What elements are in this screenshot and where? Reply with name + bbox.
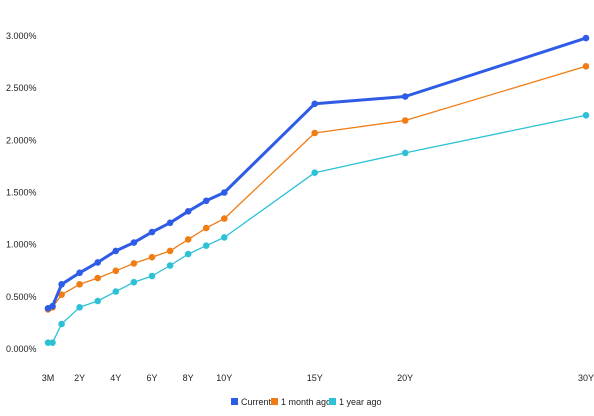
data-point[interactable] [184, 250, 192, 258]
x-tick-label: 20Y [397, 373, 413, 383]
legend-label: 1 month ago [281, 397, 331, 407]
data-point[interactable] [76, 304, 83, 311]
legend: Current 1 month ago 1 year ago [231, 397, 382, 407]
data-point[interactable] [221, 215, 228, 222]
data-point[interactable] [130, 260, 138, 267]
plot-area [44, 34, 590, 347]
y-tick-label: 0.500% [6, 292, 37, 302]
data-point[interactable] [221, 189, 228, 196]
x-tick-label: 15Y [307, 373, 323, 383]
data-point[interactable] [49, 302, 56, 310]
y-tick-label: 0.000% [6, 344, 37, 354]
data-point[interactable] [401, 117, 409, 124]
legend-item[interactable]: 1 year ago [329, 397, 382, 407]
x-axis: 3M 2Y 4Y 6Y 8Y 10Y 15Y 20Y 30Y [42, 373, 594, 383]
legend-item[interactable]: Current [231, 397, 272, 407]
data-point[interactable] [184, 236, 192, 243]
data-point[interactable] [112, 247, 120, 255]
data-point[interactable] [311, 169, 319, 176]
data-point[interactable] [76, 269, 83, 277]
data-point[interactable] [582, 63, 590, 70]
data-point[interactable] [184, 208, 192, 215]
legend-label: 1 year ago [339, 397, 382, 407]
x-tick-label: 2Y [74, 373, 85, 383]
x-tick-label: 4Y [110, 373, 121, 383]
data-point[interactable] [58, 320, 65, 328]
data-point[interactable] [49, 339, 56, 347]
data-point[interactable] [94, 274, 101, 282]
data-point[interactable] [202, 197, 210, 205]
y-tick-label: 1.000% [6, 240, 37, 250]
data-point[interactable] [58, 281, 65, 288]
data-point[interactable] [311, 129, 319, 137]
y-tick-label: 2.000% [6, 135, 37, 145]
data-point[interactable] [130, 239, 138, 246]
data-point[interactable] [202, 224, 210, 232]
data-point[interactable] [112, 267, 120, 275]
data-point[interactable] [58, 291, 65, 299]
data-point[interactable] [76, 281, 83, 288]
data-point[interactable] [582, 112, 590, 119]
x-tick-label: 8Y [183, 373, 194, 383]
y-axis: 0.000% 0.500% 1.000% 1.500% 2.000% 2.500% 3.00… [6, 31, 37, 354]
x-tick-label: 30Y [578, 373, 594, 383]
series-current [44, 34, 590, 312]
data-point[interactable] [311, 100, 319, 108]
y-tick-label: 3.000% [6, 31, 37, 41]
data-point[interactable] [94, 297, 101, 305]
x-tick-label: 10Y [216, 373, 232, 383]
x-tick-label: 3M [42, 373, 55, 383]
data-point[interactable] [166, 262, 174, 269]
legend-swatch [329, 398, 336, 405]
y-tick-label: 2.500% [6, 83, 37, 93]
data-point[interactable] [202, 242, 210, 249]
data-point[interactable] [130, 278, 138, 286]
y-tick-label: 1.500% [6, 188, 37, 198]
series-line [47, 114, 587, 344]
data-point[interactable] [401, 93, 409, 100]
x-tick-label: 6Y [146, 373, 157, 383]
data-point[interactable] [148, 272, 156, 280]
data-point[interactable] [582, 34, 590, 42]
data-point[interactable] [148, 228, 156, 236]
legend-item[interactable]: 1 month ago [271, 397, 331, 407]
data-point[interactable] [401, 149, 409, 157]
series-1-year-ago [44, 112, 590, 347]
data-point[interactable] [221, 234, 228, 241]
data-point[interactable] [166, 247, 174, 255]
data-point[interactable] [112, 288, 120, 295]
legend-label: Current [241, 397, 272, 407]
legend-swatch [271, 398, 278, 405]
series-1-month-ago [44, 63, 590, 313]
data-point[interactable] [94, 259, 101, 266]
data-point[interactable] [166, 219, 174, 227]
legend-swatch [231, 398, 238, 405]
data-point[interactable] [148, 253, 156, 261]
